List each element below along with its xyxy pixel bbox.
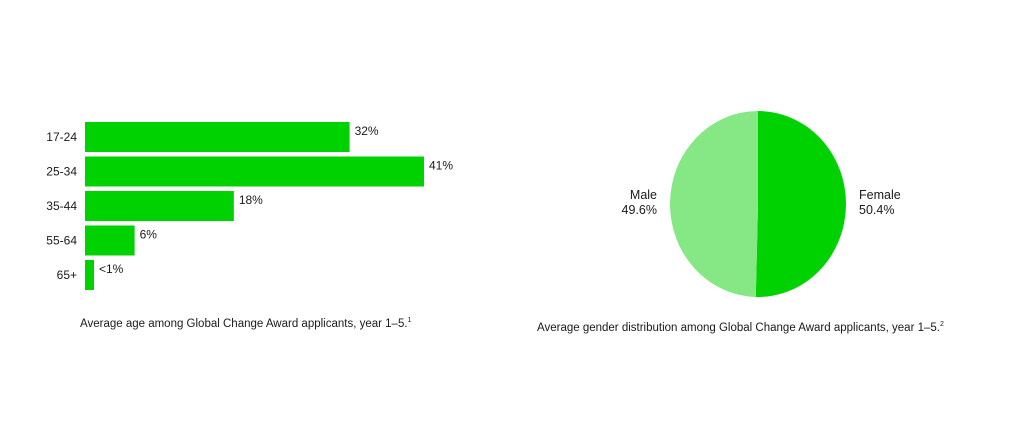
age-chart-caption: Average age among Global Change Award ap… <box>80 317 412 330</box>
male-name-label: Male <box>630 188 657 202</box>
category-label: 55-64 <box>46 234 77 248</box>
female-value-label: 50.4% <box>859 203 894 217</box>
value-label: 18% <box>239 193 263 207</box>
bar-65+ <box>85 260 94 290</box>
value-label: 41% <box>429 159 453 173</box>
gender-chart-caption: Average gender distribution among Global… <box>537 321 944 334</box>
category-label: 17-24 <box>46 130 77 144</box>
male-value-label: 49.6% <box>622 203 657 217</box>
value-label: 32% <box>355 124 379 138</box>
bar-35-44 <box>85 191 234 221</box>
female-name-label: Female <box>859 188 901 202</box>
bar-55-64 <box>85 225 135 256</box>
bar-25-34 <box>85 156 424 187</box>
category-label: 35-44 <box>46 199 77 213</box>
age-bar-chart: 17-24 32% 25-34 41% 35-44 18% 55-64 6% 65+ <1% <box>46 122 453 290</box>
value-label: <1% <box>99 262 124 276</box>
pie-slice-male <box>669 111 758 297</box>
pie-slice-female <box>755 111 846 297</box>
category-label: 65+ <box>57 268 77 282</box>
category-label: 25-34 <box>46 165 77 179</box>
bar-17-24 <box>85 122 350 152</box>
value-label: 6% <box>140 228 158 242</box>
